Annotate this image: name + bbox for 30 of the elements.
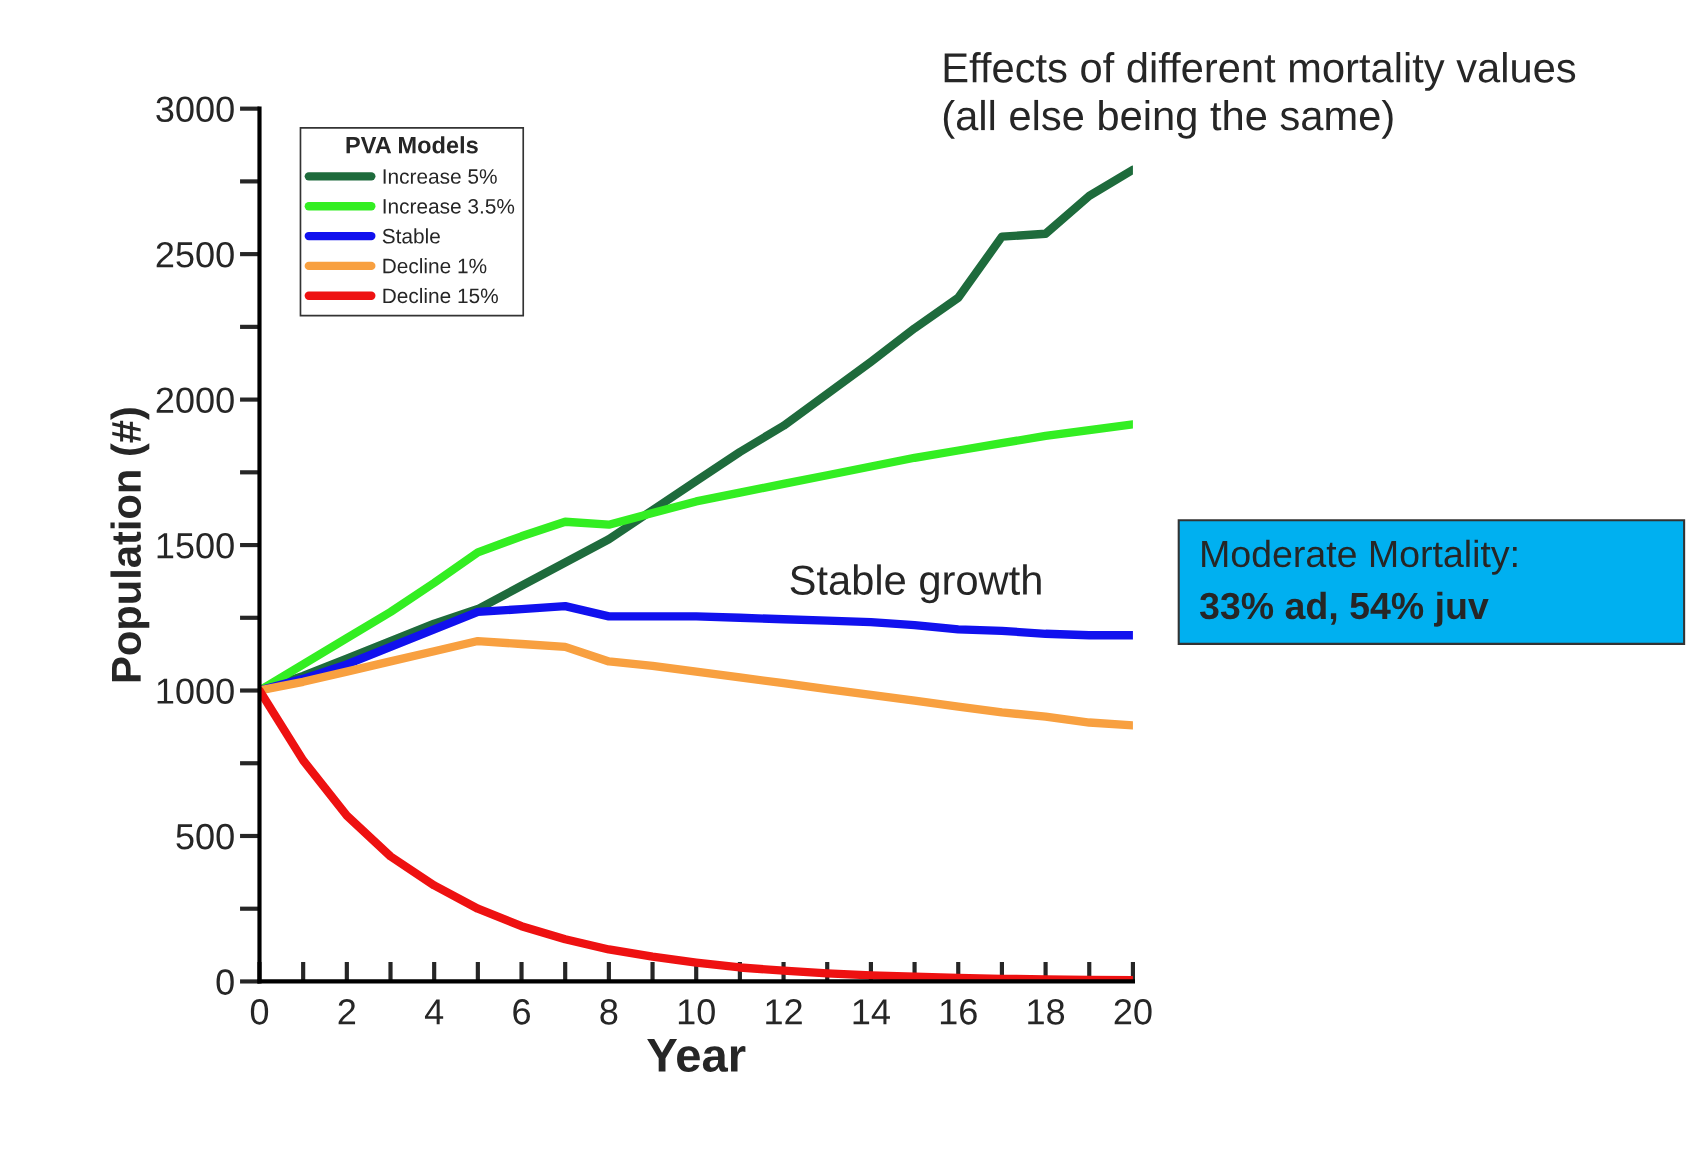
legend-label: Increase 3.5% bbox=[383, 198, 515, 214]
text: 33% ad, 54% juv bbox=[1199, 591, 1489, 627]
x-axis-title: Year bbox=[647, 1039, 746, 1073]
x-tick-label: 4 bbox=[424, 999, 444, 1025]
x-tick-label: 18 bbox=[1028, 999, 1065, 1025]
y-tick-label: 2000 bbox=[156, 387, 234, 414]
x-tick-label: 8 bbox=[600, 999, 618, 1025]
legend-label: Decline 1% bbox=[383, 258, 487, 274]
y-axis-title: Population (#) bbox=[110, 408, 150, 682]
x-tick-label: 20 bbox=[1114, 999, 1152, 1025]
x-tick-label: 6 bbox=[513, 999, 530, 1025]
y-tick-label: 0 bbox=[216, 969, 234, 995]
y-tick-label: 500 bbox=[176, 823, 234, 850]
legend-label: Decline 15% bbox=[383, 287, 498, 304]
y-tick-label: 3000 bbox=[156, 96, 234, 123]
annotation: Effects of different mortality values (all else being the same) bbox=[943, 52, 1576, 139]
x-tick-label: 12 bbox=[766, 999, 802, 1025]
y-tick-label: 1000 bbox=[157, 678, 234, 704]
text: Moderate Mortality: bbox=[1202, 539, 1517, 575]
legend-label: Increase 5% bbox=[383, 169, 497, 184]
y-tick-label: 2500 bbox=[156, 242, 234, 268]
y-tick-label: 1500 bbox=[157, 532, 234, 559]
legend-label: Stable bbox=[382, 228, 440, 244]
x-tick-label: 10 bbox=[678, 999, 715, 1025]
x-tick-label: 2 bbox=[338, 999, 356, 1025]
x-tick-label: 0 bbox=[250, 999, 269, 1025]
annotation: Stable growth bbox=[790, 564, 1041, 604]
x-tick-label: 16 bbox=[940, 999, 977, 1025]
legend-title: PVA Models bbox=[346, 136, 478, 154]
x-tick-label: 14 bbox=[853, 999, 890, 1025]
